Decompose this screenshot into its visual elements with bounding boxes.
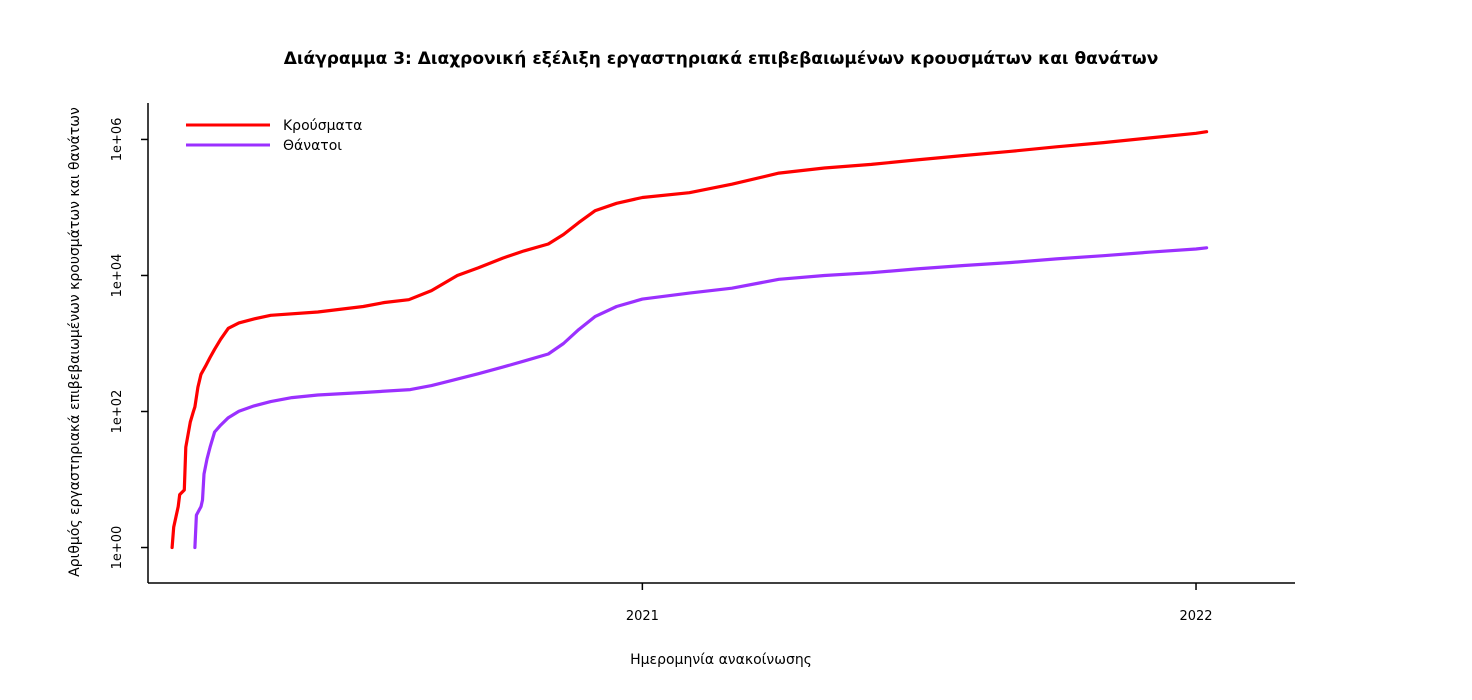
x-axis-ticks: 2021 2022 <box>626 583 1213 624</box>
x-axis-label: Ημερομηνία ανακοίνωσης <box>630 652 812 668</box>
y-axis-ticks: 1e+00 1e+02 1e+04 1e+06 <box>110 118 148 570</box>
series-line-cases <box>170 130 1209 550</box>
y-tick-label: 1e+02 <box>110 390 125 434</box>
y-tick-label: 1e+00 <box>110 526 125 570</box>
axes: 1e+00 1e+02 1e+04 1e+06 2021 2022 <box>110 103 1295 624</box>
y-tick-label: 1e+04 <box>110 254 125 298</box>
y-axis-label: Αριθμός εργαστηριακά επιβεβαιωμένων κρου… <box>67 107 83 577</box>
x-tick-label: 2021 <box>626 609 659 624</box>
legend-label-cases: Κρούσματα <box>283 118 362 134</box>
legend: Κρούσματα Θάνατοι <box>186 118 362 154</box>
legend-label-deaths: Θάνατοι <box>283 138 342 154</box>
chart-title: Διάγραμμα 3: Διαχρονική εξέλιξη εργαστηρ… <box>284 49 1159 69</box>
series-line-deaths <box>193 246 1209 550</box>
y-tick-label: 1e+06 <box>110 118 125 162</box>
x-tick-label: 2022 <box>1179 609 1212 624</box>
series-lines <box>170 130 1209 550</box>
